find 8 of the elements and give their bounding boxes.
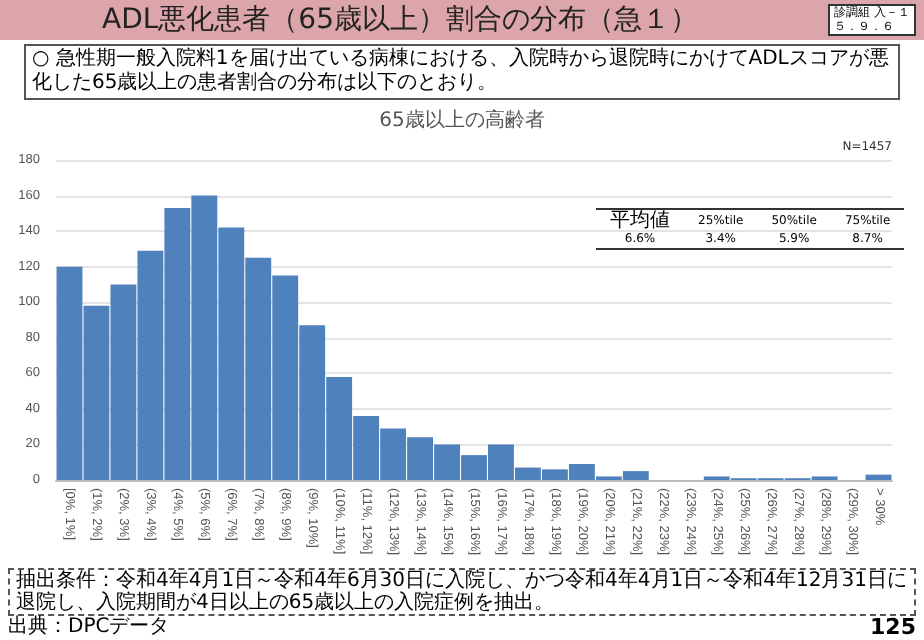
bar (865, 474, 892, 480)
source-note: 出典：DPCデータ (8, 616, 170, 638)
text: 65歳以上の高齢者 (377, 107, 547, 134)
annotation: 平均値 (608, 209, 672, 232)
text: 抽出条件：令和4年4月1日～令和4年6月30日に入院し、かつ令和4年4月1日～令和4年12月31日に退院し、入院期間が4日以上の65歳以上の入院症例を抽出。 (8, 568, 916, 616)
chart-subtitle: ○ 急性期一般入院料1を届け出ている病棟における、入院時から退院時にかけてADLスコアが悪化した65歳以上の患者割合の分布は以下のとおり。 (24, 44, 900, 100)
text: 125 (870, 614, 916, 640)
chart-title: ADL悪化患者（65歳以上）割合の分布（急１） (100, 4, 700, 36)
